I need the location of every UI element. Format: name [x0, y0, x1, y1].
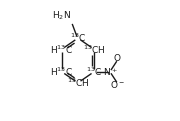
Text: H$_2$N: H$_2$N — [52, 9, 71, 22]
Text: $^{13}$CH: $^{13}$CH — [67, 77, 89, 89]
Text: H$^{13}$C: H$^{13}$C — [50, 65, 73, 78]
Text: H$^{13}$C: H$^{13}$C — [50, 43, 73, 56]
Text: $^{13}$C: $^{13}$C — [70, 32, 86, 44]
Text: $^{13}$C: $^{13}$C — [86, 65, 102, 78]
Text: O: O — [114, 54, 121, 64]
Text: N$^+$: N$^+$ — [103, 66, 117, 78]
Text: O$^-$: O$^-$ — [110, 79, 125, 90]
Text: $^{13}$CH: $^{13}$CH — [83, 43, 105, 56]
